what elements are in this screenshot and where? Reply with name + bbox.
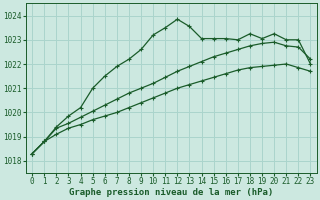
X-axis label: Graphe pression niveau de la mer (hPa): Graphe pression niveau de la mer (hPa) bbox=[69, 188, 274, 197]
